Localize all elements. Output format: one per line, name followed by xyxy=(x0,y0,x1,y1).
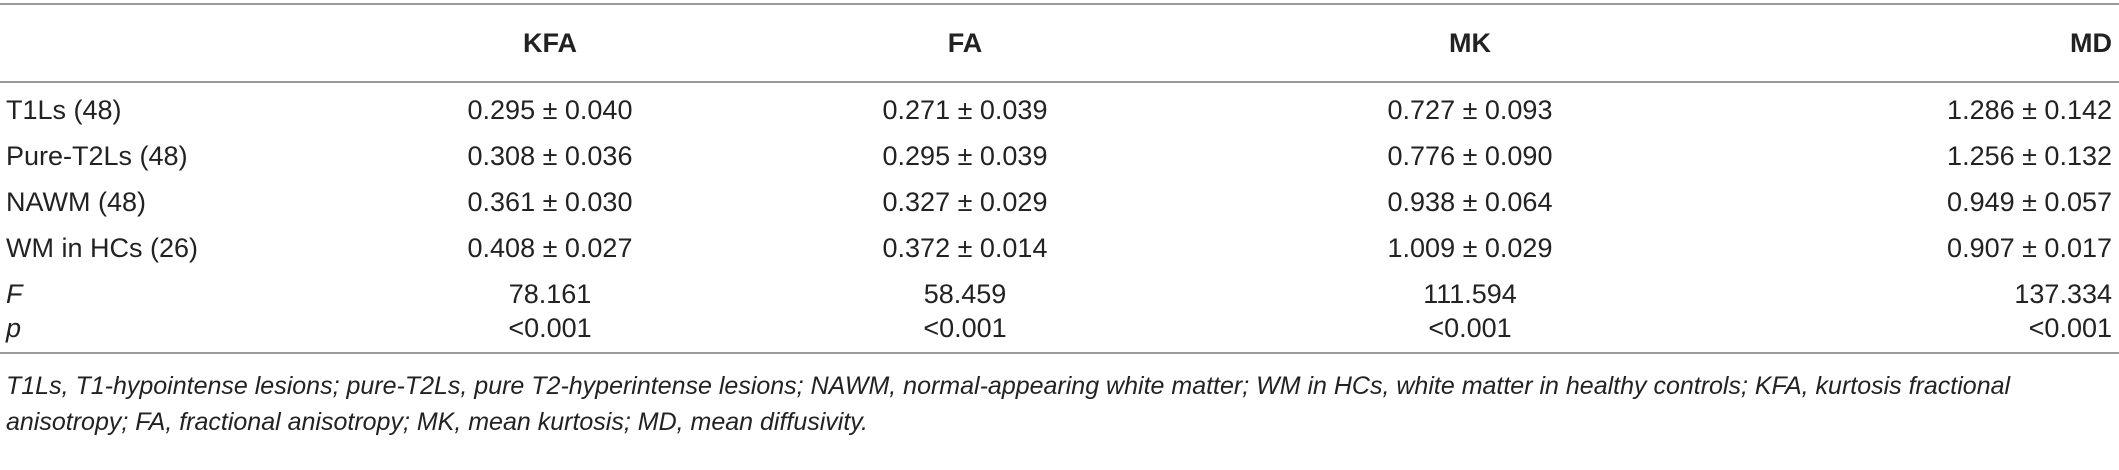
cell-fa: 0.372 ± 0.014 xyxy=(882,232,1048,263)
cell-fa: 58.459 xyxy=(923,278,1007,309)
header-md: MD xyxy=(2070,27,2112,58)
header-mk: MK xyxy=(1449,27,1491,58)
row-label: F xyxy=(6,278,23,309)
cell-fa: 0.327 ± 0.029 xyxy=(882,186,1048,217)
cell-kfa: 0.308 ± 0.036 xyxy=(467,140,633,171)
cell-md: 1.286 ± 0.142 xyxy=(1947,94,2112,125)
cell-kfa: <0.001 xyxy=(508,312,592,343)
table-footnote: T1Ls, T1-hypointense lesions; pure-T2Ls,… xyxy=(6,372,2011,436)
table-top-rule xyxy=(0,3,2119,5)
cell-md: 137.334 xyxy=(2014,278,2112,309)
row-label: Pure-T2Ls (48) xyxy=(6,140,188,171)
cell-mk: <0.001 xyxy=(1428,312,1512,343)
table-row: p <0.001 <0.001 <0.001 <0.001 xyxy=(0,305,2119,351)
table-bottom-rule xyxy=(0,352,2119,354)
table-row: NAWM (48) 0.361 ± 0.030 0.327 ± 0.029 0.… xyxy=(0,179,2119,225)
table-header-row: KFA FA MK MD xyxy=(0,18,2119,68)
cell-md: <0.001 xyxy=(2028,312,2112,343)
row-label: NAWM (48) xyxy=(6,186,146,217)
cell-kfa: 0.295 ± 0.040 xyxy=(467,94,633,125)
cell-kfa: 0.408 ± 0.027 xyxy=(467,232,633,263)
cell-md: 0.949 ± 0.057 xyxy=(1947,186,2112,217)
header-fa: FA xyxy=(947,27,983,58)
table-row: F 78.161 58.459 111.594 137.334 xyxy=(0,271,2119,317)
table-row: WM in HCs (26) 0.408 ± 0.027 0.372 ± 0.0… xyxy=(0,225,2119,271)
cell-fa: 0.271 ± 0.039 xyxy=(882,94,1048,125)
cell-md: 1.256 ± 0.132 xyxy=(1947,140,2112,171)
cell-mk: 0.727 ± 0.093 xyxy=(1387,94,1553,125)
table-row: Pure-T2Ls (48) 0.308 ± 0.036 0.295 ± 0.0… xyxy=(0,133,2119,179)
header-kfa: KFA xyxy=(523,27,577,58)
cell-fa: <0.001 xyxy=(923,312,1007,343)
cell-kfa: 78.161 xyxy=(508,278,592,309)
table-row: T1Ls (48) 0.295 ± 0.040 0.271 ± 0.039 0.… xyxy=(0,87,2119,133)
row-label: WM in HCs (26) xyxy=(6,232,199,263)
cell-mk: 111.594 xyxy=(1423,278,1517,309)
cell-fa: 0.295 ± 0.039 xyxy=(882,140,1048,171)
cell-kfa: 0.361 ± 0.030 xyxy=(467,186,633,217)
cell-md: 0.907 ± 0.017 xyxy=(1947,232,2112,263)
cell-mk: 1.009 ± 0.029 xyxy=(1387,232,1553,263)
cell-mk: 0.938 ± 0.064 xyxy=(1387,186,1553,217)
row-label: T1Ls (48) xyxy=(6,94,122,125)
row-label: p xyxy=(6,312,22,343)
table-header-rule xyxy=(0,81,2119,83)
cell-mk: 0.776 ± 0.090 xyxy=(1387,140,1553,171)
